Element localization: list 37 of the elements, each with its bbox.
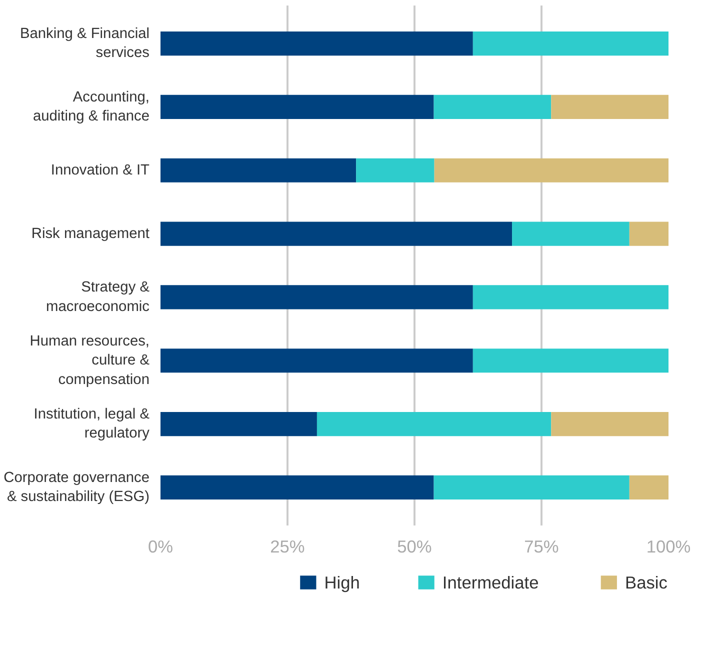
bar: [160, 348, 473, 373]
bar: [472, 285, 668, 310]
y-tick-label: Strategy & macroeconomic: [46, 280, 150, 315]
legend-label: High: [324, 572, 360, 592]
bar: [160, 285, 473, 310]
y-tick-label: Institution, legal & regulatory: [34, 406, 150, 442]
legend-label: Basic: [625, 572, 668, 592]
bar: [512, 222, 630, 246]
x-tick-label: 100%: [646, 536, 691, 556]
bar: [316, 412, 552, 436]
x-tick-label: 75%: [524, 536, 559, 556]
y-tick-label: Corporate governance & sustainability (ESG): [4, 470, 150, 506]
bar: [472, 348, 668, 373]
x-tick-label: 0%: [148, 536, 174, 556]
bar: [629, 475, 668, 500]
bar: [160, 222, 512, 246]
bar: [160, 94, 434, 120]
y-tick-label: Risk management: [31, 226, 150, 242]
bar: [551, 94, 668, 120]
x-tick-label: 25%: [270, 536, 305, 556]
y-tick-label: Human resources, culture & compensation: [30, 333, 150, 388]
bar: [434, 158, 668, 182]
bar: [434, 475, 630, 500]
y-tick-label: Innovation & IT: [50, 162, 150, 178]
y-tick-label: Banking & Financial services: [20, 26, 150, 62]
bar: [160, 475, 434, 500]
bar: [551, 412, 668, 436]
bar: [472, 32, 668, 56]
x-tick-label: 50%: [397, 536, 432, 556]
bar: [160, 32, 473, 56]
bar: [629, 222, 668, 246]
y-tick-label: Accounting, auditing & finance: [32, 89, 150, 125]
bar: [160, 412, 317, 436]
bar: [356, 158, 434, 182]
legend-label: Intermediate: [442, 572, 539, 592]
bar: [160, 158, 356, 182]
bar: [434, 94, 552, 120]
